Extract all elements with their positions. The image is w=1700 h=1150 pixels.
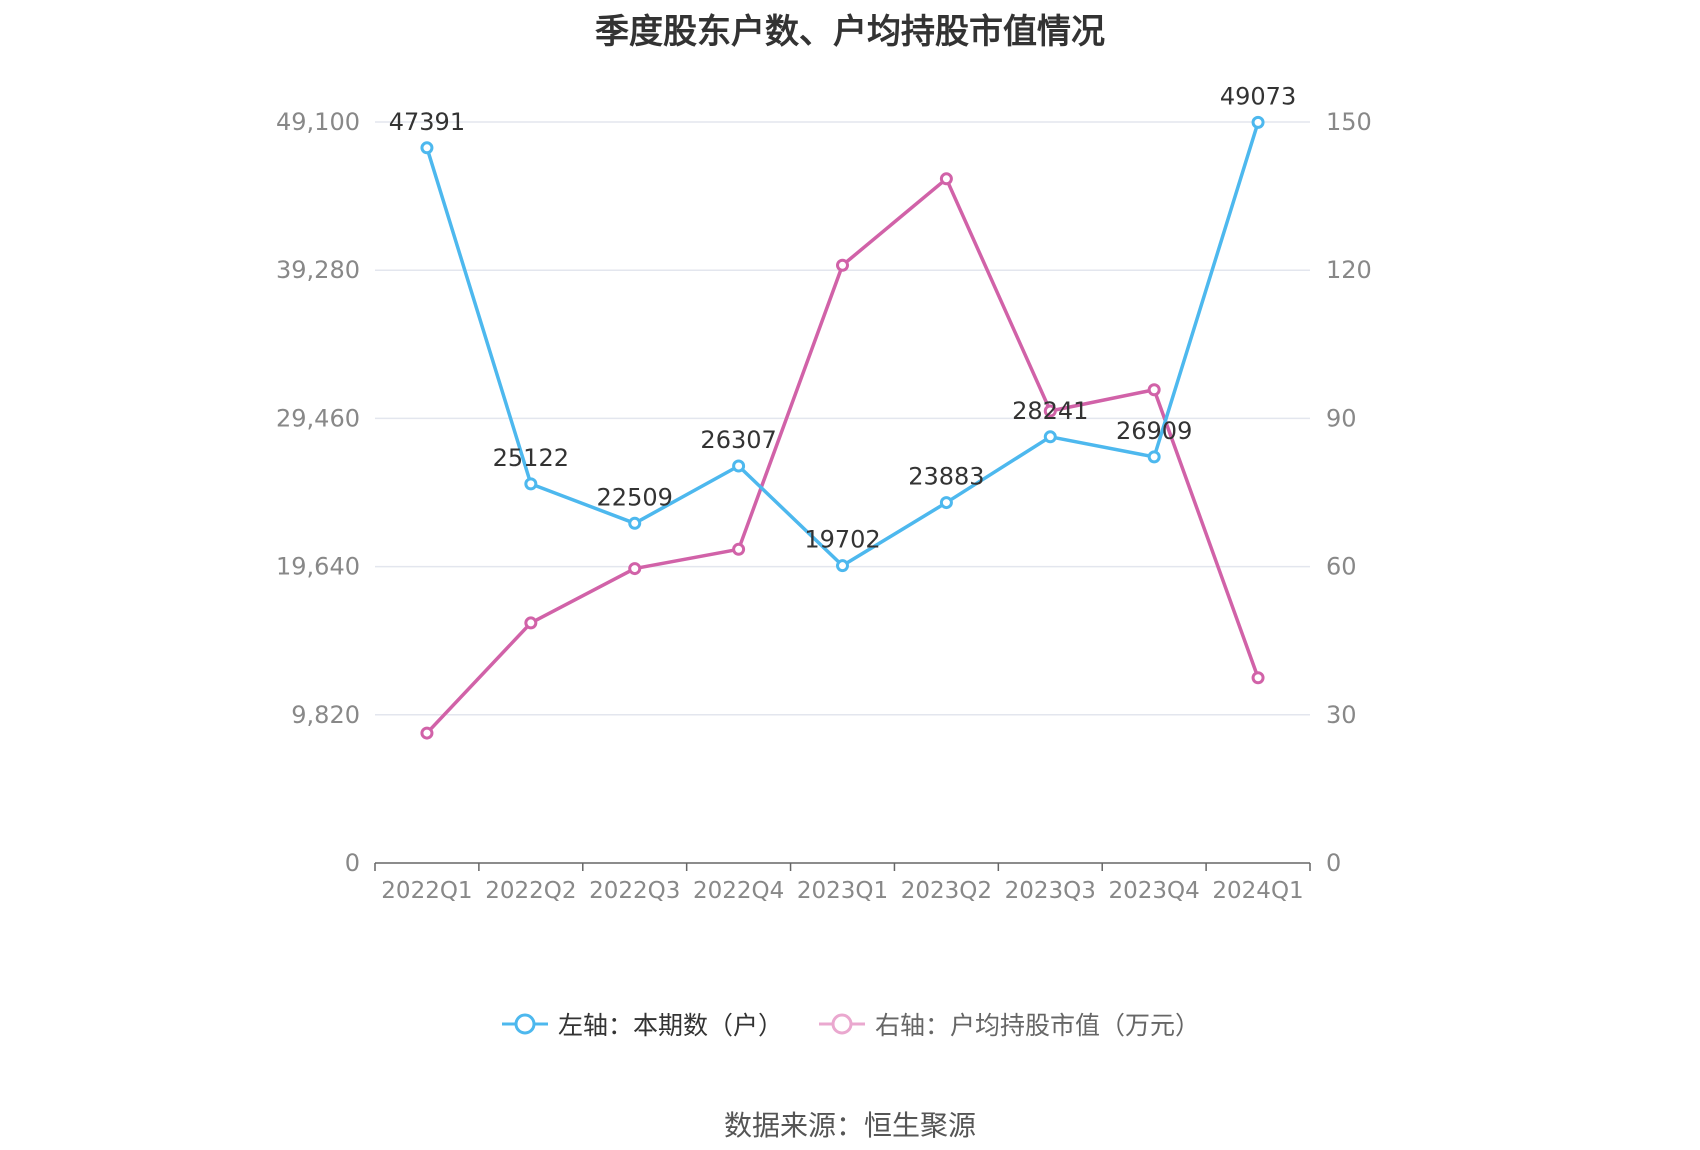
- right-y-tick-label: 90: [1326, 404, 1357, 432]
- data-label: 23883: [908, 463, 984, 491]
- right-y-tick-label: 120: [1326, 256, 1372, 284]
- right-y-tick-label: 0: [1326, 849, 1341, 877]
- data-point-left: [732, 459, 746, 473]
- x-tick-label: 2022Q1: [381, 878, 472, 904]
- data-point-left: [420, 141, 434, 155]
- data-point-left: [1147, 450, 1161, 464]
- right-y-tick-label: 30: [1326, 701, 1357, 729]
- legend-item-right-axis[interactable]: 右轴：户均持股市值（万元）: [817, 1006, 1200, 1042]
- right-y-tick-label: 150: [1326, 108, 1372, 136]
- data-point-left: [1043, 430, 1057, 444]
- data-labels: 47391 25122 22509 26307 19702 23883 28241 26909…: [389, 82, 1296, 553]
- legend-line-circle-icon: [819, 1013, 865, 1035]
- left-y-tick-label: 0: [345, 849, 360, 877]
- data-source-note: 数据来源：恒生聚源: [723, 1109, 976, 1142]
- left-y-tick-label: 29,460: [276, 404, 360, 432]
- left-y-tick-label: 49,100: [276, 108, 360, 136]
- data-label: 47391: [389, 108, 465, 136]
- x-tick-label: 2023Q3: [1005, 878, 1096, 904]
- data-point-right: [628, 562, 642, 576]
- data-label: 26307: [700, 426, 776, 454]
- right-y-tick-label: 60: [1326, 553, 1357, 581]
- legend-label-right-axis: 右轴：户均持股市值（万元）: [875, 1011, 1201, 1040]
- data-point-right: [1147, 383, 1161, 397]
- data-point-left: [524, 477, 538, 491]
- data-point-right: [420, 726, 434, 740]
- data-point-right: [939, 172, 953, 186]
- legend-item-left-axis[interactable]: 左轴：本期数（户）: [500, 1006, 783, 1042]
- x-tick-label: 2023Q4: [1109, 878, 1200, 904]
- legend: 左轴：本期数（户） 右轴：户均持股市值（万元）: [0, 1004, 1700, 1044]
- left-y-tick-label: 39,280: [276, 256, 360, 284]
- data-point-left: [939, 496, 953, 510]
- x-tick-label: 2024Q1: [1212, 878, 1303, 904]
- x-tick-label: 2022Q2: [485, 878, 576, 904]
- data-point-left: [1251, 115, 1265, 129]
- data-point-right: [732, 542, 746, 556]
- data-label: 22509: [597, 483, 673, 511]
- data-label: 19702: [804, 526, 880, 554]
- data-label: 26909: [1116, 417, 1192, 445]
- left-y-tick-label: 9,820: [291, 701, 360, 729]
- data-point-right: [1043, 404, 1057, 418]
- chart-title: 季度股东户数、户均持股市值情况: [595, 12, 1105, 52]
- series-lines: [420, 115, 1265, 740]
- x-tick-label: 2022Q3: [589, 878, 680, 904]
- series-line-left: [425, 121, 1260, 568]
- data-point-right: [524, 616, 538, 630]
- data-point-right: [1251, 671, 1265, 685]
- left-y-tick-label: 19,640: [276, 553, 360, 581]
- x-tick-label: 2023Q1: [797, 878, 888, 904]
- x-tick-label: 2023Q2: [901, 878, 992, 904]
- legend-line-circle-icon: [501, 1013, 548, 1035]
- data-label: 28241: [1012, 397, 1088, 425]
- axes: 0 9,820 19,640 29,460 39,280 49,100 0 30 60 90 120…: [276, 108, 1372, 904]
- x-tick-label: 2022Q4: [693, 878, 784, 904]
- data-point-left: [628, 516, 642, 530]
- data-point-left: [836, 559, 849, 573]
- data-point-right: [836, 258, 849, 272]
- data-label: 49073: [1220, 82, 1296, 110]
- legend-label-left-axis: 左轴：本期数（户）: [557, 1011, 783, 1040]
- data-label: 25122: [493, 444, 569, 472]
